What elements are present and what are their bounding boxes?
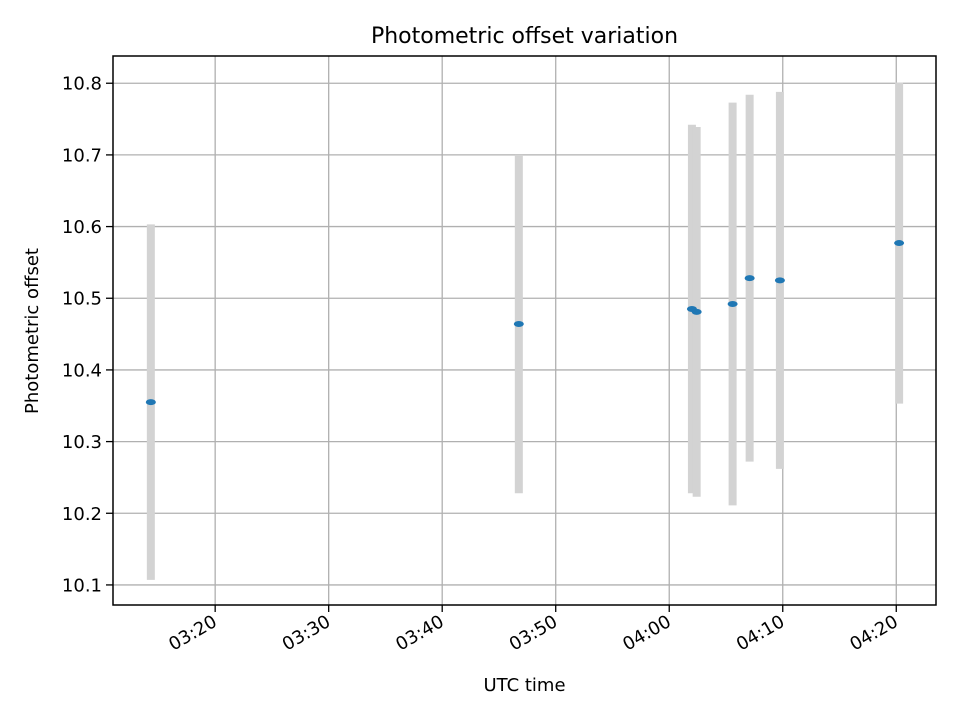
data-point <box>774 277 785 284</box>
axes-frame <box>112 55 937 606</box>
x-axis-label: UTC time <box>483 675 565 696</box>
y-tick-label: 10.1 <box>62 575 102 596</box>
data-point <box>727 300 738 307</box>
y-tick-label: 10.3 <box>62 432 102 453</box>
data-point <box>744 275 755 282</box>
y-tick-label: 10.5 <box>62 289 102 310</box>
data-point <box>691 308 702 315</box>
chart-title: Photometric offset variation <box>371 24 678 49</box>
y-axis-label: Photometric offset <box>22 248 43 414</box>
data-point <box>513 321 524 328</box>
data-point <box>894 240 905 247</box>
y-tick-label: 10.4 <box>62 360 102 381</box>
y-axis-ticks: 10.1 10.2 10.3 10.4 10.5 10.6 10.7 10.8 <box>62 74 113 596</box>
y-tick-label: 10.7 <box>62 145 102 166</box>
marker-layer <box>145 240 905 406</box>
y-tick-label: 10.6 <box>62 217 102 238</box>
y-tick-label: 10.8 <box>62 74 102 95</box>
data-point <box>145 399 156 406</box>
y-tick-label: 10.2 <box>62 504 102 525</box>
